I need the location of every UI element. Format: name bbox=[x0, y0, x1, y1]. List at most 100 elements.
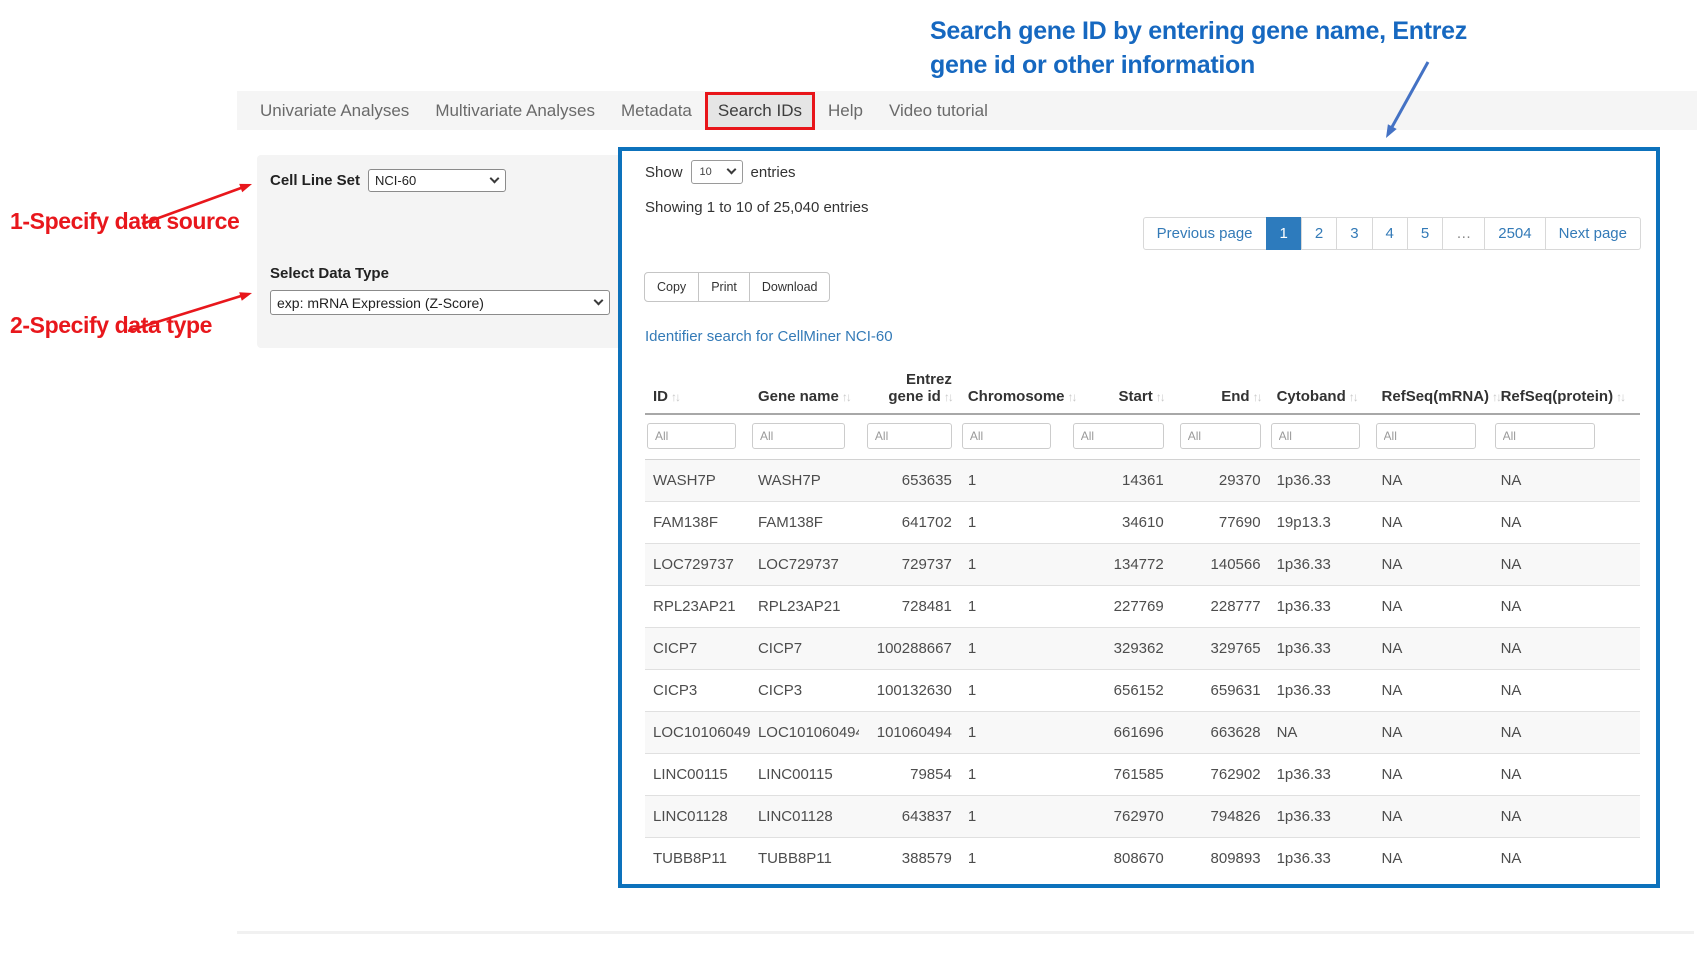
cell-refseq-protein: NA bbox=[1492, 459, 1640, 502]
column-header-refseq-mrna[interactable]: RefSeq(mRNA) ↑↓ bbox=[1373, 358, 1502, 415]
page-button-2[interactable]: 2 bbox=[1300, 217, 1338, 250]
nav-item-metadata[interactable]: Metadata bbox=[621, 100, 692, 120]
cell-refseq-mrna: NA bbox=[1373, 627, 1493, 670]
column-header-gene-name[interactable]: Gene name ↑↓ bbox=[749, 358, 859, 415]
data-type-select[interactable]: exp: mRNA Expression (Z-Score) bbox=[270, 290, 610, 315]
cell-gene-name: CICP3 bbox=[749, 669, 859, 712]
table-row: RPL23AP21 RPL23AP21 728481 1 227769 228777 1p3… bbox=[645, 585, 1640, 628]
cell-end: 77690 bbox=[1171, 501, 1269, 544]
cell-refseq-protein: NA bbox=[1492, 711, 1640, 754]
cell-gene-name: FAM138F bbox=[749, 501, 859, 544]
export-toolbar: Copy Print Download bbox=[644, 272, 1640, 302]
filter-input-gene-name[interactable] bbox=[751, 423, 845, 449]
column-header-label: Gene name bbox=[757, 388, 839, 405]
column-header-start[interactable]: Start ↑↓ bbox=[1064, 358, 1172, 415]
cell-end: 663628 bbox=[1171, 711, 1269, 754]
page-length-control: Show 10 entries bbox=[645, 160, 1640, 184]
page-button-5[interactable]: 5 bbox=[1406, 217, 1444, 250]
column-header-refseq-protein[interactable]: RefSeq(protein) ↑↓ bbox=[1492, 358, 1640, 415]
cell-id: LINC01128 bbox=[645, 795, 750, 838]
showing-entries-text: Showing 1 to 10 of 25,040 entries bbox=[645, 199, 869, 216]
filter-row bbox=[645, 414, 1640, 460]
cell-chromosome: 1 bbox=[959, 585, 1065, 628]
sort-icon: ↑↓ bbox=[1252, 390, 1263, 404]
cell-start: 656152 bbox=[1064, 669, 1172, 712]
column-header-chromosome[interactable]: Chromosome ↑↓ bbox=[959, 358, 1078, 415]
column-header-cytoband[interactable]: Cytoband ↑↓ bbox=[1268, 358, 1374, 415]
cell-start: 761585 bbox=[1064, 753, 1172, 796]
column-header-entrez-gene-id[interactable]: Entrez gene id ↑↓ bbox=[858, 358, 960, 415]
entries-label: entries bbox=[750, 163, 796, 181]
filter-input-entrez-gene-id[interactable] bbox=[866, 423, 952, 449]
page-length-select[interactable]: 10 bbox=[690, 160, 743, 184]
column-header-label: ID bbox=[653, 388, 668, 405]
cell-id: RPL23AP21 bbox=[645, 585, 750, 628]
filter-input-refseq-protein[interactable] bbox=[1494, 423, 1595, 449]
nav-item-video-tutorial[interactable]: Video tutorial bbox=[888, 100, 988, 120]
cell-end: 140566 bbox=[1171, 543, 1269, 586]
results-panel: Show 10 entries Showing 1 to 10 of 25,04… bbox=[618, 147, 1660, 888]
footer-divider bbox=[237, 931, 1694, 934]
cell-refseq-mrna: NA bbox=[1373, 753, 1493, 796]
cell-chromosome: 1 bbox=[967, 850, 977, 867]
page-ellipsis: … bbox=[1442, 217, 1486, 250]
show-label: Show bbox=[645, 163, 683, 181]
cell-entrez-gene-id: 100132630 bbox=[858, 669, 960, 712]
cell-refseq-mrna: NA bbox=[1373, 501, 1493, 544]
nav-item-search-ids[interactable]: Search IDs bbox=[704, 91, 815, 130]
cell-gene-name: TUBB8P11 bbox=[757, 850, 832, 867]
table-row: TUBB8P11 TUBB8P11 388579 1 808670 809893 1p36.… bbox=[645, 838, 1640, 880]
page-button-4[interactable]: 4 bbox=[1371, 217, 1408, 250]
filter-input-id[interactable] bbox=[647, 423, 736, 449]
cell-cytoband: NA bbox=[1268, 711, 1374, 754]
cell-start: 661696 bbox=[1064, 711, 1172, 754]
page-prev-button[interactable]: Previous page bbox=[1142, 217, 1267, 250]
cell-gene-name: LOC729737 bbox=[749, 543, 859, 586]
page-button-3[interactable]: 3 bbox=[1336, 217, 1373, 250]
data-type-label: Select Data Type bbox=[270, 265, 389, 282]
cell-refseq-protein: NA bbox=[1492, 795, 1640, 838]
cell-chromosome: 1 bbox=[959, 753, 1065, 796]
filter-cell bbox=[749, 414, 859, 460]
print-button[interactable]: Print bbox=[698, 272, 750, 302]
cell-start: 808670 bbox=[1113, 850, 1164, 867]
cell-entrez-gene-id: 729737 bbox=[858, 543, 960, 586]
sort-icon: ↑↓ bbox=[1348, 390, 1359, 404]
column-header-end[interactable]: End ↑↓ bbox=[1171, 358, 1269, 415]
filter-input-chromosome[interactable] bbox=[961, 423, 1051, 449]
cell-refseq-protein: NA bbox=[1492, 669, 1640, 712]
nav-item-univariate-analyses[interactable]: Univariate Analyses bbox=[260, 100, 410, 120]
cell-line-set-select[interactable]: NCI-60 bbox=[368, 169, 507, 192]
nav-item-multivariate-analyses[interactable]: Multivariate Analyses bbox=[435, 100, 595, 120]
identifier-search-link[interactable]: Identifier search for CellMiner NCI-60 bbox=[645, 328, 893, 345]
page-next-button[interactable]: Next page bbox=[1544, 217, 1641, 250]
cell-entrez-gene-id: 388579 bbox=[901, 850, 952, 867]
sort-icon: ↑↓ bbox=[1616, 390, 1626, 404]
filter-input-end[interactable] bbox=[1179, 423, 1261, 449]
filter-input-start[interactable] bbox=[1072, 423, 1164, 449]
download-button[interactable]: Download bbox=[748, 272, 831, 302]
filter-input-refseq-mrna[interactable] bbox=[1375, 423, 1476, 449]
cell-cytoband: 1p36.33 bbox=[1268, 459, 1374, 502]
cell-gene-name: CICP7 bbox=[749, 627, 859, 670]
filter-input-cytoband[interactable] bbox=[1270, 423, 1360, 449]
annotation-search-note-line1: Search gene ID by entering gene name, En… bbox=[930, 17, 1467, 45]
cell-cytoband: 1p36.33 bbox=[1268, 543, 1374, 586]
annotation-step2: 2-Specify data type bbox=[10, 312, 213, 338]
filter-cell bbox=[1171, 414, 1269, 460]
cell-chromosome: 1 bbox=[959, 711, 1065, 754]
cell-gene-name: LOC101060494 bbox=[749, 711, 859, 754]
column-header-id[interactable]: ID ↑↓ bbox=[645, 358, 750, 415]
cell-gene-name: WASH7P bbox=[749, 459, 859, 502]
sort-icon: ↑↓ bbox=[841, 390, 852, 404]
page-button-1[interactable]: 1 bbox=[1265, 217, 1302, 250]
copy-button[interactable]: Copy bbox=[644, 272, 700, 302]
cell-end: 329765 bbox=[1171, 627, 1269, 670]
nav-item-help[interactable]: Help bbox=[827, 100, 863, 120]
cell-id: FAM138F bbox=[645, 501, 750, 544]
column-header-label: Chromosome bbox=[967, 388, 1065, 405]
cell-cytoband: 1p36.33 bbox=[1276, 850, 1331, 867]
gene-table: ID ↑↓ Gene name ↑↓ Entrez gene id ↑↓ Chromosom… bbox=[645, 358, 1640, 879]
cell-chromosome: 1 bbox=[959, 543, 1065, 586]
page-button-2504[interactable]: 2504 bbox=[1484, 217, 1546, 250]
